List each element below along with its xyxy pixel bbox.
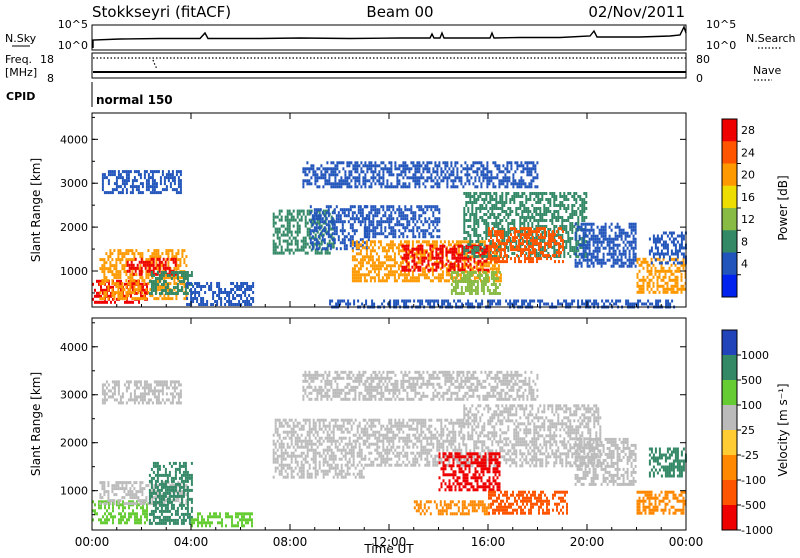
velocity-xtick-label: 00:00	[669, 535, 704, 549]
velocity-xtick-label: 04:00	[174, 535, 209, 549]
velocity-data-cells	[92, 371, 687, 528]
velocity-xtick-label: 08:00	[273, 535, 308, 549]
velocity-colorbar-label: -25	[741, 449, 759, 462]
velocity-xtick-label: 20:00	[570, 535, 605, 549]
velocity-panel: 4000 3000 2000 1000 Slant Range [km] 00:00 04:…	[29, 318, 790, 549]
power-ytick-label: 1000	[60, 265, 88, 278]
power-ytick-label: 3000	[60, 177, 88, 190]
velocity-colorbar-label: 25	[741, 424, 755, 437]
power-colorbar-swatch	[722, 164, 737, 187]
nsky-trace	[93, 27, 686, 48]
power-colorbar-label: 4	[741, 258, 748, 271]
nave-label: Nave	[753, 64, 781, 77]
power-colorbar-swatch	[722, 186, 737, 209]
power-colorbar-label: 20	[741, 169, 755, 182]
power-y-axis-title: Slant Range [km]	[29, 158, 43, 262]
velocity-colorbar-label: -500	[741, 499, 766, 512]
velocity-colorbar-swatch	[722, 330, 737, 356]
power-region-5	[102, 170, 182, 194]
velocity-xtick-label: 16:00	[471, 535, 506, 549]
velocity-region-3	[191, 512, 253, 527]
power-colorbar-label: 16	[741, 191, 755, 204]
power-region-14	[575, 223, 637, 268]
velocity-colorbar-swatch	[722, 380, 737, 406]
freq-tick-top: 18	[40, 53, 54, 66]
velocity-region-13	[649, 448, 687, 478]
velocity-region-4	[102, 380, 182, 404]
power-region-4	[186, 282, 254, 306]
velocity-colorbar-swatch	[722, 430, 737, 456]
velocity-region-9	[414, 500, 490, 515]
nsearch-label: N.Search	[746, 32, 796, 45]
freq-label-1: Freq.	[5, 53, 32, 66]
velocity-ytick-label: 1000	[60, 485, 88, 498]
nsky-tick-bottom: 10^0	[58, 39, 88, 52]
power-colorbar-swatch	[722, 253, 737, 276]
velocity-colorbar: 1000 500 100 25 -25 -100 -500 -1000 Velocity [m …	[722, 330, 790, 537]
station-title: Stokkseyri (fitACF)	[92, 3, 231, 21]
velocity-ytick-label: 3000	[60, 389, 88, 402]
freq-label-2: [MHz]	[5, 66, 37, 79]
power-colorbar-title: Power [dB]	[776, 175, 790, 240]
power-region-18	[302, 161, 538, 188]
power-ytick-label: 2000	[60, 221, 88, 234]
velocity-region-8	[439, 452, 501, 491]
nsky-label: N.Sky	[5, 32, 37, 45]
velocity-colorbar-label: 100	[741, 399, 762, 412]
power-colorbar: 28 24 20 16 12 8 4 Power [dB]	[722, 119, 790, 298]
velocity-y-axis-title: Slant Range [km]	[29, 372, 43, 476]
beam-title: Beam 00	[366, 3, 433, 21]
velocity-colorbar-title: Velocity [m s⁻¹]	[776, 383, 790, 476]
power-colorbar-swatch	[722, 119, 737, 142]
power-region-12	[488, 227, 564, 263]
power-colorbar-swatch	[722, 208, 737, 231]
velocity-region-5	[273, 419, 365, 479]
cpid-value: normal 150	[96, 93, 173, 107]
velocity-colorbar-label: -100	[741, 474, 766, 487]
velocity-colorbar-label: 500	[741, 374, 762, 387]
velocity-ytick-label: 4000	[60, 341, 88, 354]
power-ytick-label: 4000	[60, 133, 88, 146]
nsky-tick-top: 10^5	[58, 18, 88, 31]
velocity-region-10	[488, 491, 568, 515]
freq-strip-frame	[92, 53, 686, 78]
velocity-region-6	[364, 419, 464, 467]
power-colorbar-label: 28	[741, 124, 755, 137]
velocity-colorbar-swatch	[722, 455, 737, 481]
power-region-13	[451, 271, 501, 295]
velocity-colorbar-swatch	[722, 355, 737, 381]
velocity-colorbar-label: -1000	[741, 524, 773, 537]
power-colorbar-label: 24	[741, 146, 755, 159]
nsearch-tick-bottom: 10^0	[706, 39, 736, 52]
nsearch-tick-top: 10^5	[706, 18, 736, 31]
power-region-10	[364, 205, 440, 238]
x-axis-title: Time UT	[363, 542, 414, 554]
power-data-cells	[92, 161, 687, 308]
power-colorbar-label: 8	[741, 235, 748, 248]
velocity-colorbar-swatch	[722, 480, 737, 506]
nave-tick-top: 80	[696, 53, 710, 66]
velocity-colorbar-swatch	[722, 405, 737, 431]
power-colorbar-swatch	[722, 230, 737, 253]
nave-dots	[153, 60, 157, 69]
freq-tick-bottom: 8	[47, 72, 54, 85]
nave-tick-bottom: 0	[696, 72, 703, 85]
velocity-region-12	[637, 491, 687, 515]
date-title: 02/Nov/2011	[588, 3, 685, 21]
velocity-ytick-label: 2000	[60, 437, 88, 450]
velocity-xtick-label: 00:00	[75, 535, 110, 549]
power-panel: 4000 3000 2000 1000 Slant Range [km] 28 24 20 16…	[29, 113, 790, 309]
velocity-colorbar-label: 1000	[741, 349, 769, 362]
velocity-colorbar-swatch	[722, 505, 737, 531]
power-colorbar-label: 12	[741, 213, 755, 226]
power-colorbar-swatch	[722, 141, 737, 164]
velocity-region-14	[302, 371, 538, 401]
power-colorbar-swatch	[722, 275, 737, 298]
cpid-label: CPID	[6, 90, 35, 103]
